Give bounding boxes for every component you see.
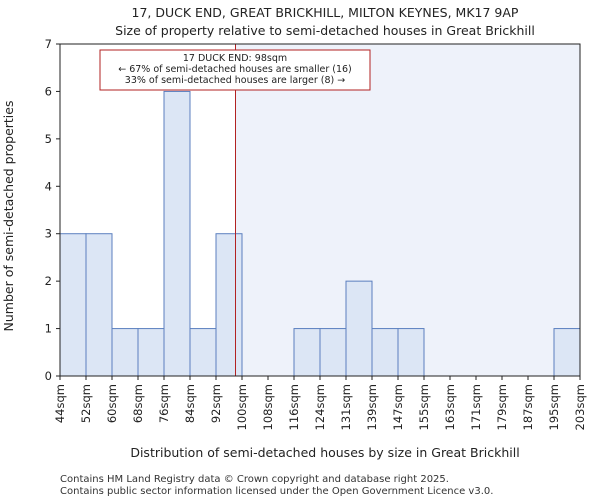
x-tick-label: 195sqm [547,384,561,430]
bar-84sqm [189,328,217,377]
y-axis-ticks: 0 1 2 3 4 5 6 7 [45,37,60,383]
y-tick-label: 2 [45,274,52,288]
annotation-line-3: 33% of semi-detached houses are larger (… [125,75,345,86]
x-tick-label: 84sqm [183,384,197,423]
x-tick-label: 52sqm [79,384,93,423]
y-tick-label: 1 [45,322,52,336]
annotation-line-2: ← 67% of semi-detached houses are smalle… [118,64,352,75]
x-tick-label: 124sqm [313,384,327,430]
bar-76sqm [163,90,191,377]
annotation-line-1: 17 DUCK END: 98sqm [183,53,287,64]
bar-116sqm [293,328,321,377]
x-axis-ticks: 44sqm 52sqm 60sqm 68sqm 76sqm 84sqm 92sqm 100sq… [53,376,587,430]
y-tick-label: 4 [45,179,52,193]
bars [59,90,581,377]
y-tick-label: 7 [45,37,52,51]
bar-195sqm [553,328,581,377]
footer-line-2: Contains public sector information licen… [60,486,493,497]
x-tick-label: 92sqm [209,384,223,423]
x-tick-label: 203sqm [573,384,587,430]
y-tick-label: 5 [45,132,52,146]
x-tick-label: 68sqm [131,384,145,423]
footer-line-1: Contains HM Land Registry data © Crown c… [60,474,449,485]
x-tick-label: 131sqm [339,384,353,430]
chart-title: 17, DUCK END, GREAT BRICKHILL, MILTON KE… [132,5,519,20]
bar-92sqm [215,233,243,377]
x-tick-label: 171sqm [469,384,483,430]
x-tick-label: 100sqm [235,384,249,430]
x-tick-label: 155sqm [417,384,431,430]
x-tick-label: 108sqm [261,384,275,430]
bar-147sqm [397,328,425,377]
x-tick-label: 139sqm [365,384,379,430]
bar-139sqm [371,328,399,377]
y-axis-label: Number of semi-detached properties [1,101,16,332]
x-tick-label: 76sqm [157,384,171,423]
x-tick-label: 116sqm [287,384,301,430]
x-tick-label: 187sqm [521,384,535,430]
x-axis-label: Distribution of semi-detached houses by … [130,445,519,460]
bar-44sqm [59,233,87,377]
bar-124sqm [319,328,347,377]
y-tick-label: 0 [45,369,52,383]
x-tick-label: 60sqm [105,384,119,423]
highlight-region [235,44,580,376]
x-tick-label: 179sqm [495,384,509,430]
bar-68sqm [137,328,165,377]
bar-60sqm [111,328,139,377]
x-tick-label: 163sqm [443,384,457,430]
bar-131sqm [345,280,373,377]
y-tick-label: 6 [45,84,52,98]
annotation-frame [99,49,371,91]
bar-52sqm [85,233,113,377]
chart-subtitle: Size of property relative to semi-detach… [115,23,535,38]
annotation-box: 17 DUCK END: 98sqm ← 67% of semi-detache… [99,49,371,91]
y-tick-label: 3 [45,227,52,241]
x-tick-label: 147sqm [391,384,405,430]
x-tick-label: 44sqm [53,384,67,423]
plot-frame [59,43,581,377]
